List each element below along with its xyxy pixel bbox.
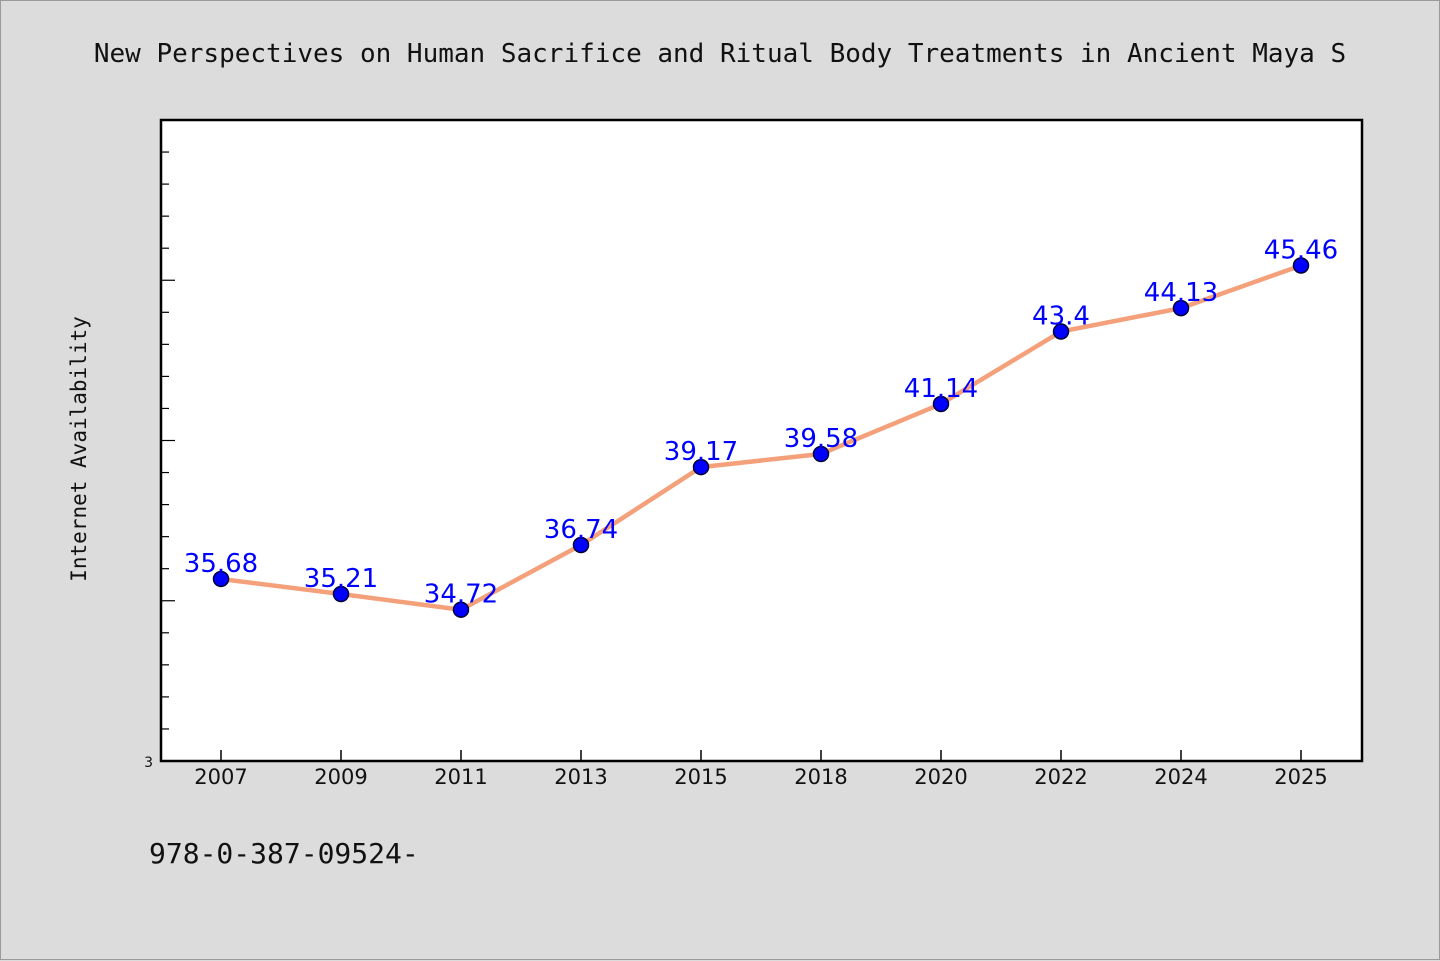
data-label: 35.21 <box>304 564 378 594</box>
x-tick-label: 2013 <box>554 765 607 789</box>
data-point <box>692 458 710 476</box>
y-axis-ticks <box>161 151 175 730</box>
data-label: 36.74 <box>544 515 618 545</box>
data-point <box>932 395 950 413</box>
chart-title: New Perspectives on Human Sacrifice and … <box>94 39 1346 69</box>
y-axis-label: Internet Availability <box>67 316 91 582</box>
plot-area <box>159 118 1364 763</box>
data-labels: 35.68 35.21 34.72 36.74 39.17 39.58 41.14 43.4 4… <box>184 236 1338 610</box>
data-point <box>1292 257 1310 274</box>
x-tick-label: 2020 <box>914 765 967 789</box>
data-point <box>212 570 230 588</box>
data-label: 39.58 <box>784 424 858 454</box>
data-point <box>572 536 590 554</box>
y-tick-label: 3 <box>144 755 153 771</box>
x-tick-label: 2007 <box>194 765 247 789</box>
x-tick-label: 2011 <box>434 765 487 789</box>
data-label: 45.46 <box>1264 236 1338 266</box>
x-tick-label: 2009 <box>314 765 367 789</box>
x-tick-label: 2015 <box>674 765 727 789</box>
data-label: 35.68 <box>184 549 258 579</box>
data-label: 41.14 <box>904 374 978 404</box>
data-label: 43.4 <box>1032 302 1090 332</box>
x-tick-label: 2024 <box>1154 765 1207 789</box>
x-tick-label: 2018 <box>794 765 847 789</box>
data-point <box>452 601 470 618</box>
data-label: 44.13 <box>1144 278 1218 308</box>
series-line <box>220 263 1302 612</box>
data-point <box>1052 323 1070 340</box>
data-point <box>332 585 350 603</box>
x-axis: 2007 2009 2011 2013 2015 2018 2020 2022 2024 2025 <box>194 750 1328 789</box>
data-point <box>1172 299 1190 317</box>
data-point <box>812 445 830 463</box>
x-tick-label: 2022 <box>1034 765 1087 789</box>
x-tick-label: 2025 <box>1274 765 1327 789</box>
data-markers <box>212 257 1310 618</box>
data-label: 34.72 <box>424 580 498 610</box>
footer-isbn: 978-0-387-09524- <box>149 837 419 870</box>
data-label: 39.17 <box>664 437 738 467</box>
